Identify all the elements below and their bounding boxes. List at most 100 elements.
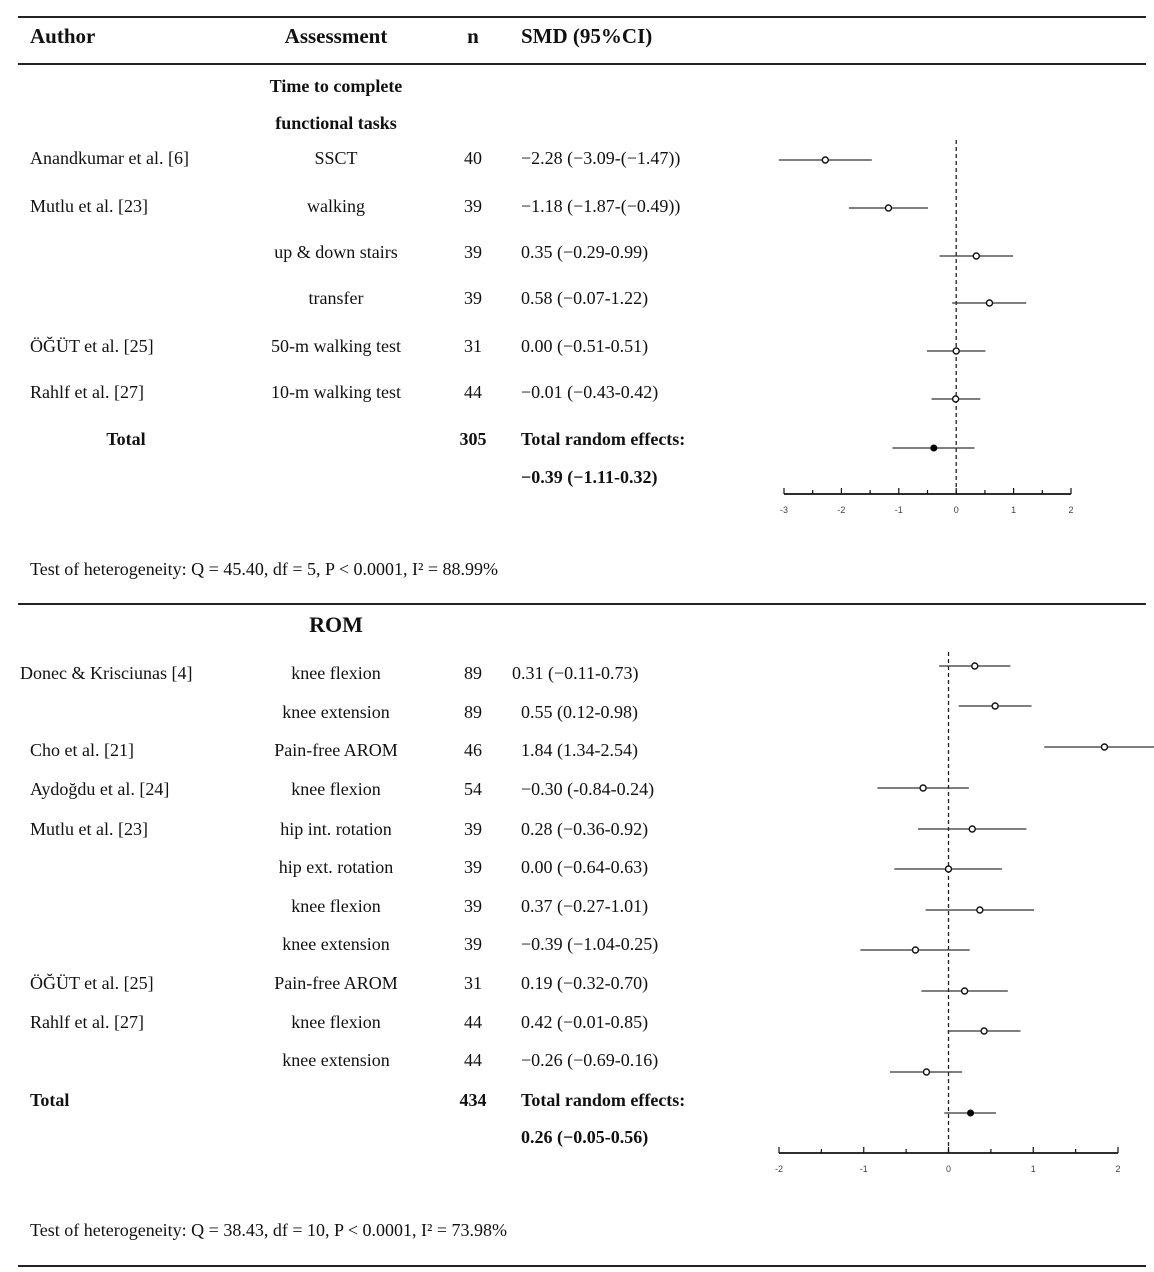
panel1-total-smd: −0.39 (−1.11-0.32) — [521, 467, 658, 487]
table-row-author: Rahlf et al. [27] — [30, 1012, 144, 1032]
total-estimate — [930, 444, 938, 452]
table-row-author: ÖĞÜT et al. [25] — [30, 336, 154, 356]
table-row-author: Anandkumar et al. [6] — [30, 148, 189, 168]
table-row-smd: 0.28 (−0.36-0.92) — [521, 819, 649, 839]
table-row-assessment: knee flexion — [291, 896, 381, 916]
point-estimate — [976, 906, 984, 914]
table-row-author: ÖĞÜT et al. [25] — [30, 973, 154, 993]
point-estimate — [1100, 743, 1109, 751]
table-row-smd: −2.28 (−3.09-(−1.47)) — [521, 148, 681, 168]
x-tick-label: 0 — [954, 505, 959, 515]
table-row-assessment: transfer — [308, 288, 364, 308]
table-row-smd: 0.00 (−0.51-0.51) — [521, 336, 649, 356]
table-row-n: 44 — [464, 1050, 482, 1070]
table-row-author: Aydoğdu et al. [24] — [30, 779, 170, 799]
table-row-n: 39 — [464, 819, 482, 839]
table-row-n: 31 — [464, 336, 482, 356]
table-row-n: 39 — [464, 934, 482, 954]
table-row-n: 46 — [464, 740, 482, 760]
point-estimate — [971, 662, 979, 670]
panel1-total-caption: Total random effects: — [521, 429, 686, 449]
point-estimate — [960, 987, 969, 995]
table-row-smd: 0.19 (−0.32-0.70) — [521, 973, 649, 993]
table-row-assessment: knee extension — [282, 702, 390, 722]
x-tick-label: -2 — [837, 505, 845, 515]
table-row-n: 31 — [464, 973, 482, 993]
header-author: Author — [30, 24, 96, 48]
table-row-assessment: walking — [307, 196, 365, 216]
table-row-author: Cho et al. [21] — [30, 740, 134, 760]
table-row-smd: 0.31 (−0.11-0.73) — [512, 663, 639, 683]
table-row-n: 39 — [464, 196, 482, 216]
point-estimate — [972, 252, 980, 260]
table-row-assessment: hip ext. rotation — [278, 857, 394, 877]
point-estimate — [985, 299, 994, 307]
table-row-assessment: Pain-free AROM — [274, 973, 398, 993]
panel2-heterogeneity: Test of heterogeneity: Q = 38.43, df = 1… — [30, 1220, 508, 1240]
point-estimate — [922, 1068, 931, 1076]
table-row-n: 54 — [464, 779, 482, 799]
x-tick-label: -2 — [775, 1164, 783, 1174]
x-tick-label: -1 — [895, 505, 903, 515]
panel1-total-label: Total — [106, 429, 146, 449]
bottom-rule — [18, 1265, 1146, 1267]
table-row-assessment: knee flexion — [291, 663, 381, 683]
point-estimate — [980, 1027, 988, 1035]
table-row-smd: −1.18 (−1.87-(−0.49)) — [521, 196, 681, 216]
panel2-total-caption: Total random effects: — [521, 1090, 686, 1110]
x-tick-label: 0 — [946, 1164, 951, 1174]
header-assessment: Assessment — [284, 24, 388, 48]
table-row-n: 44 — [464, 382, 482, 402]
panel1-heterogeneity: Test of heterogeneity: Q = 45.40, df = 5… — [30, 559, 499, 579]
header-rule — [18, 63, 1146, 65]
x-tick-label: 2 — [1115, 1164, 1120, 1174]
x-tick-label: -1 — [860, 1164, 868, 1174]
table-row-smd: −0.39 (−1.04-0.25) — [521, 934, 659, 954]
table-row-assessment: knee extension — [282, 1050, 390, 1070]
x-tick-label: -3 — [780, 505, 788, 515]
table-row-n: 39 — [464, 288, 482, 308]
point-estimate — [919, 784, 927, 792]
table-row-assessment: 10-m walking test — [271, 382, 401, 402]
point-estimate — [944, 865, 953, 873]
header-n: n — [467, 24, 479, 48]
panel1-section-title: Time to complete — [269, 76, 403, 96]
panel2-total-n: 434 — [459, 1090, 487, 1110]
table-row-n: 39 — [464, 857, 482, 877]
point-estimate — [911, 946, 920, 954]
table-row-assessment: 50-m walking test — [271, 336, 401, 356]
x-tick-label: 2 — [1068, 505, 1073, 515]
table-row-assessment: hip int. rotation — [280, 819, 392, 839]
panel1-total-n: 305 — [459, 429, 487, 449]
panel-divider — [18, 603, 1146, 605]
table-row-author: Mutlu et al. [23] — [30, 819, 148, 839]
x-tick-label: 1 — [1011, 505, 1016, 515]
table-row-n: 89 — [464, 702, 482, 722]
table-row-assessment: up & down stairs — [274, 242, 398, 262]
point-estimate — [952, 347, 960, 355]
point-estimate — [968, 825, 976, 833]
table-row-n: 44 — [464, 1012, 482, 1032]
total-estimate — [967, 1109, 975, 1117]
table-row-smd: 0.35 (−0.29-0.99) — [521, 242, 649, 262]
table-row-smd: 0.00 (−0.64-0.63) — [521, 857, 649, 877]
table-row-smd: 0.58 (−0.07-1.22) — [521, 288, 649, 308]
table-row-smd: −0.01 (−0.43-0.42) — [521, 382, 659, 402]
table-row-assessment: SSCT — [314, 148, 358, 168]
table-row-n: 39 — [464, 896, 482, 916]
panel2-total-smd: 0.26 (−0.05-0.56) — [521, 1127, 649, 1147]
table-row-n: 39 — [464, 242, 482, 262]
point-estimate — [951, 395, 960, 403]
table-row-author: Donec & Krisciunas [4] — [20, 663, 193, 683]
table-row-assessment: knee flexion — [291, 779, 381, 799]
table-row-n: 40 — [464, 148, 482, 168]
panel2-section-title: ROM — [309, 612, 363, 637]
table-row-assessment: knee extension — [282, 934, 390, 954]
panel1-section-title-cont: functional tasks — [275, 113, 397, 133]
table-row-smd: 0.42 (−0.01-0.85) — [521, 1012, 649, 1032]
table-row-assessment: knee flexion — [291, 1012, 381, 1032]
table-row-author: Rahlf et al. [27] — [30, 382, 144, 402]
point-estimate — [821, 156, 830, 164]
table-row-smd: −0.30 (-0.84-0.24) — [521, 779, 655, 799]
